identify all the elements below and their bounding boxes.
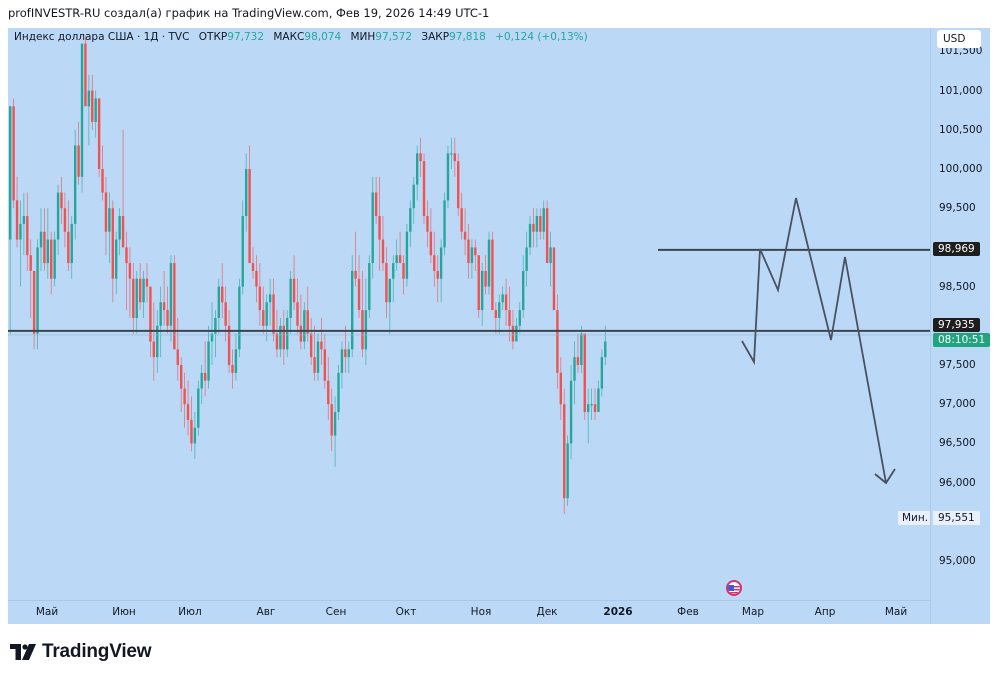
price-tick: 95,000 [939, 555, 976, 567]
price-tick: 100,000 [939, 163, 983, 175]
resistance-price-tag: 98,969 [933, 242, 980, 256]
month-label: Май [884, 606, 908, 618]
symbol-name[interactable]: Индекс доллара США · 1Д · TVC [14, 31, 190, 43]
min-label: Мин. [898, 511, 930, 525]
tradingview-logo[interactable]: TradingView [10, 641, 152, 663]
price-tick: 99,500 [939, 202, 976, 215]
price-tick: 98,500 [939, 280, 976, 293]
month-label: Окт [395, 606, 417, 618]
tradingview-logo-icon [10, 644, 36, 660]
month-label: Мар [741, 606, 765, 618]
price-tick: 97,500 [939, 359, 976, 371]
open-value: 97,732 [227, 31, 265, 43]
open-label: ОТКР [198, 31, 228, 43]
change-value: +0,124 (+0,13%) [495, 31, 588, 43]
price-axis[interactable]: USD 101,500 101,000 100,500 100,000 99,500 98… [930, 28, 991, 624]
currency-button[interactable]: USD [937, 30, 981, 48]
candlestick-chart [8, 35, 930, 514]
symbol-legend: Индекс доллара США · 1Д · TVC ОТКР97,732… [14, 31, 588, 43]
month-label: Дек [536, 606, 558, 618]
price-tick: 101,500 [939, 45, 983, 58]
month-label: 2026 [603, 606, 633, 618]
month-label: Май [35, 606, 59, 618]
price-tick: 96,500 [939, 437, 976, 450]
month-label: Апр [814, 606, 836, 618]
low-label: МИН [350, 31, 376, 43]
high-value: 98,074 [304, 31, 342, 43]
price-tick: 101,000 [939, 84, 983, 97]
month-label: Июл [178, 606, 202, 618]
chart-attribution: profINVESTR-RU создал(а) график на Tradi… [8, 6, 490, 20]
close-value: 97,818 [449, 31, 486, 43]
brand-name: TradingView [42, 641, 152, 662]
price-tick: 100,500 [939, 123, 983, 136]
month-label: Сен [325, 606, 347, 618]
bar-countdown: 08:10:51 [933, 333, 991, 347]
close-label: ЗАКР [421, 31, 450, 43]
price-tick: 96,000 [939, 476, 976, 489]
time-axis[interactable]: Май Июн Июл Авг Сен Окт Ноя Дек 2026 Фев Мар Апр Май [8, 600, 930, 625]
min-price-value: 95,551 [933, 511, 980, 525]
high-label: МАКС [273, 31, 305, 43]
support-price-tag: 97,935 [933, 318, 980, 332]
month-label: Авг [256, 606, 276, 618]
low-value: 97,572 [375, 31, 413, 43]
us-flag-event-icon[interactable] [726, 580, 742, 596]
month-label: Ноя [470, 606, 492, 618]
month-label: Июн [112, 606, 136, 618]
chart-frame: Индекс доллара США · 1Д · TVC ОТКР97,732… [8, 28, 991, 625]
price-tick: 97,000 [939, 398, 976, 411]
month-label: Фев [677, 606, 699, 618]
plot-area[interactable]: Индекс доллара США · 1Д · TVC ОТКР97,732… [8, 28, 930, 600]
